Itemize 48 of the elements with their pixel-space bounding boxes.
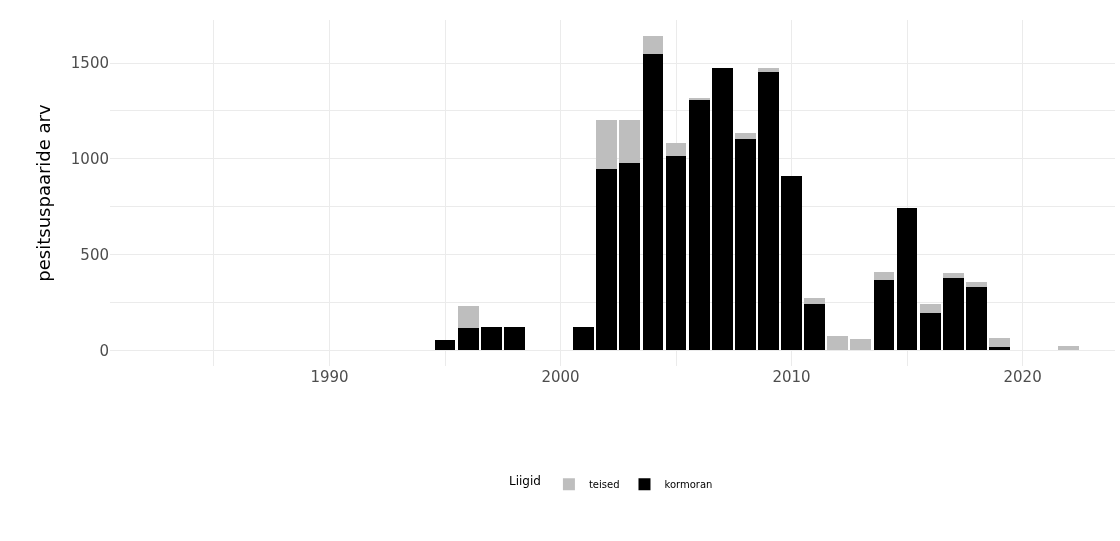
bar [919,303,941,314]
bar [619,163,641,351]
bar [942,277,964,351]
bar [711,67,733,351]
bar [989,347,1010,351]
bar [642,54,664,351]
bar [619,120,641,164]
bar [827,335,849,351]
legend-label: kormoran [664,479,713,491]
bar [758,68,779,72]
legend-title: Liigid [509,474,541,489]
y-tick-label: 0 [99,341,109,360]
bar [896,207,918,351]
bar [989,337,1010,348]
bar [434,339,456,351]
bar [457,328,479,351]
bar [781,176,802,351]
bar [804,298,826,304]
x-tick-label: 1990 [310,368,349,386]
y-tick-label: 500 [80,245,109,264]
bar [734,139,756,351]
x-tick-label: 2010 [772,368,811,386]
bar [596,169,618,351]
bar [873,279,895,351]
x-tick-label: 2000 [541,368,580,386]
bar [919,313,941,351]
bar [873,272,895,280]
y-tick-label: 1500 [70,54,109,73]
bar [457,305,479,329]
bar [850,339,872,351]
x-tick-label: 2020 [1003,368,1042,386]
bar [688,99,710,351]
y-axis-title: pesitsuspaaride arv [33,104,55,282]
bar [942,272,964,278]
y-tick-label: 1000 [70,150,109,169]
bar [804,303,826,351]
bar [734,133,756,140]
bar [665,142,687,156]
bar [965,286,987,351]
bar [573,326,595,351]
bar [665,155,687,351]
bar [480,326,502,351]
bar [596,120,618,170]
bar [758,71,779,351]
bar [642,35,664,55]
bar [503,326,525,351]
legend-label: teised [588,479,620,491]
bar [965,281,987,287]
